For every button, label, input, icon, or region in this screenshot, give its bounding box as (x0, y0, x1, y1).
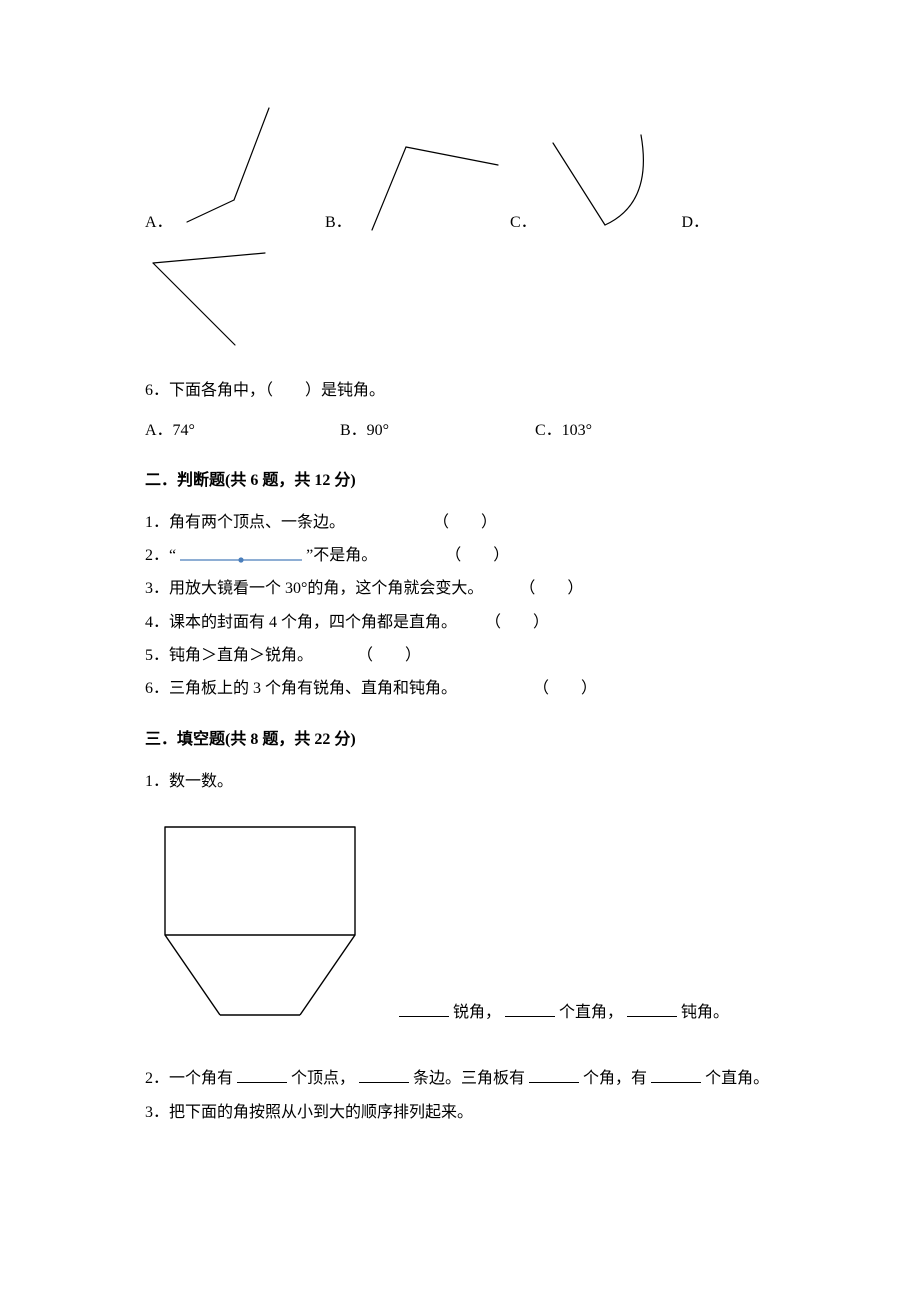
s3-q1-figure (145, 815, 375, 1025)
s3-q2-b: 个顶点， (291, 1070, 355, 1087)
section3-title: 三．填空题(共 8 题，共 22 分) (145, 728, 775, 752)
q5-label-d: D． (681, 211, 709, 235)
tf1-text: 1．角有两个顶点、一条边。 (145, 509, 345, 536)
blank-obtuse (627, 1001, 677, 1017)
q5-label-c: C． (510, 211, 537, 235)
tf-row-3: 3．用放大镜看一个 30°的角，这个角就会变大。 （ ） (145, 575, 775, 602)
tf-row-4: 4．课本的封面有 4 个角，四个角都是直角。 （ ） (145, 609, 775, 636)
blank-q2-1 (237, 1067, 287, 1083)
tf4-text: 4．课本的封面有 4 个角，四个角都是直角。 (145, 609, 457, 636)
blank-right (505, 1001, 555, 1017)
q5-option-d-wrap (145, 245, 775, 355)
s3-q3: 3．把下面的角按照从小到大的顺序排列起来。 (145, 1099, 775, 1126)
section2-title: 二．判断题(共 6 题，共 12 分) (145, 469, 775, 493)
tf-row-1: 1．角有两个顶点、一条边。 （ ） (145, 509, 775, 536)
q5-label-b: B． (325, 211, 352, 235)
tf1-paren: （ ） (433, 509, 497, 536)
tf-row-5: 5．钝角＞直角＞锐角。 （ ） (145, 642, 775, 669)
blank-q2-2 (359, 1067, 409, 1083)
blank-acute (399, 1001, 449, 1017)
q5-option-b: B． (325, 135, 510, 235)
s3-q2-e: 个直角。 (705, 1070, 769, 1087)
q5-option-d-label: D． (665, 211, 715, 235)
tf3-text: 3．用放大镜看一个 30°的角，这个角就会变大。 (145, 575, 483, 602)
s3-q1-a: 锐角， (453, 1004, 501, 1021)
q5-svg-c (543, 125, 663, 235)
tf6-text: 6．三角板上的 3 个角有锐角、直角和钝角。 (145, 675, 457, 702)
s3-q1: 1．数一数。 (145, 768, 775, 795)
tf6-paren: （ ） (533, 675, 597, 702)
blank-q2-3 (529, 1067, 579, 1083)
s3-q1-figure-row: 锐角， 个直角， 钝角。 (145, 815, 775, 1025)
q5-svg-a (179, 100, 289, 235)
s3-q1-c: 钝角。 (681, 1004, 729, 1021)
s3-q2-a: 2．一个角有 (145, 1070, 233, 1087)
s3-q2-c: 条边。三角板有 (413, 1070, 525, 1087)
q6-opt-b: B．90° (340, 419, 535, 443)
s3-q1-b: 个直角， (559, 1004, 623, 1021)
tf2-prefix: 2．“ (145, 542, 176, 569)
s3-q1-answers: 锐角， 个直角， 钝角。 (399, 1001, 729, 1025)
tf4-paren: （ ） (485, 609, 549, 636)
tf2-suffix: ”不是角。 (306, 542, 377, 569)
tf5-paren: （ ） (357, 642, 421, 669)
tf5-text: 5．钝角＞直角＞锐角。 (145, 642, 313, 669)
tf-row-2: 2．“ ”不是角。 （ ） (145, 542, 775, 569)
q5-option-c: C． (510, 125, 665, 235)
tf2-underline (176, 546, 306, 566)
q5-option-a: A． (145, 100, 325, 235)
tf2-paren: （ ） (445, 542, 509, 569)
q6-text: 6．下面各角中，（ ）是钝角。 (145, 379, 775, 403)
q6-opt-a: A．74° (145, 419, 340, 443)
q5-svg-d (145, 245, 305, 355)
tf2-wrap: 2．“ ”不是角。 (145, 542, 377, 569)
q6-opt-c: C．103° (535, 419, 592, 443)
s3-q2-d: 个角，有 (583, 1070, 647, 1087)
s3-q2: 2．一个角有 个顶点， 条边。三角板有 个角，有 个直角。 (145, 1065, 775, 1092)
blank-q2-4 (651, 1067, 701, 1083)
tf-row-6: 6．三角板上的 3 个角有锐角、直角和钝角。 （ ） (145, 675, 775, 702)
tf3-paren: （ ） (519, 575, 583, 602)
q5-svg-b (358, 135, 508, 235)
q5-options: A． B． C． D． (145, 100, 775, 355)
q5-label-a: A． (145, 211, 173, 235)
q6-options: A．74° B．90° C．103° (145, 419, 775, 443)
